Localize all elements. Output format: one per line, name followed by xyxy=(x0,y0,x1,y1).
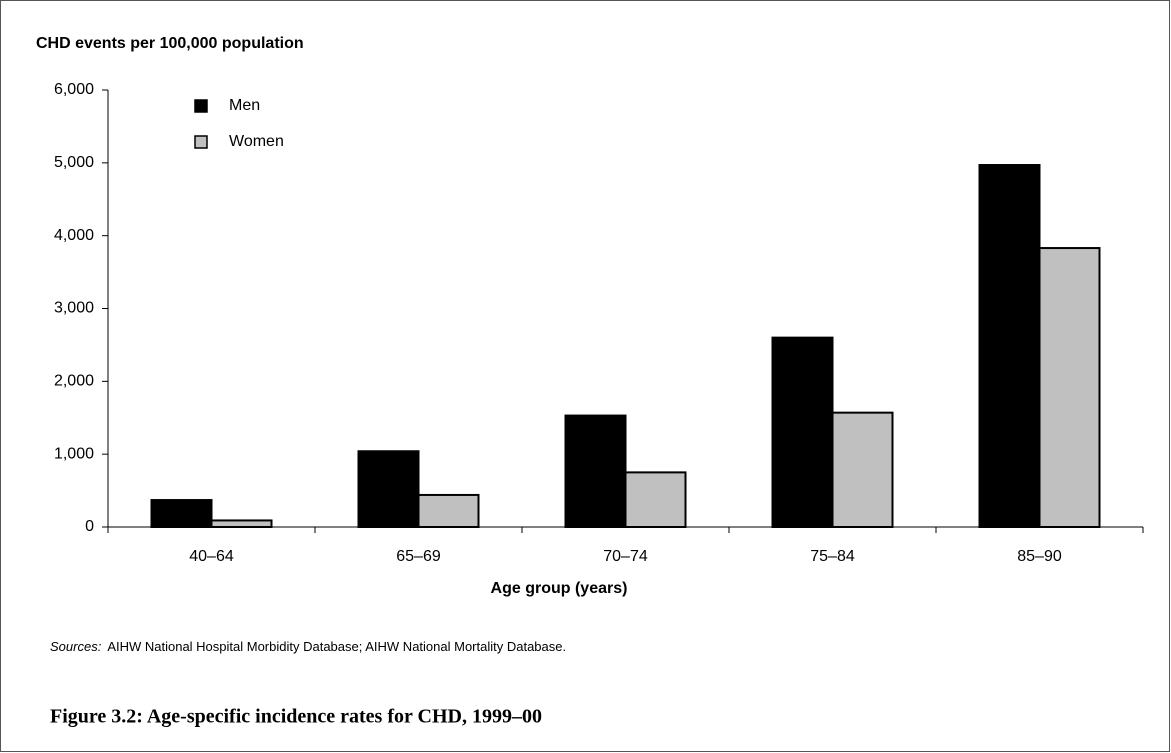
bar xyxy=(564,414,627,528)
figure-caption: Figure 3.2: Age-specific incidence rates… xyxy=(50,706,542,728)
bar xyxy=(1038,247,1101,528)
bar xyxy=(357,450,420,528)
legend-label: Women xyxy=(229,133,284,150)
x-tick-label: 85–90 xyxy=(1017,548,1062,565)
legend-swatch xyxy=(194,99,208,113)
y-axis-title: CHD events per 100,000 population xyxy=(36,35,304,52)
y-tick-label: 4,000 xyxy=(54,227,94,244)
x-tick-label: 75–84 xyxy=(810,548,855,565)
bar xyxy=(417,493,480,529)
bar xyxy=(771,336,834,528)
x-axis-title: Age group (years) xyxy=(491,580,628,597)
source-note: Sources: AIHW National Hospital Morbidity… xyxy=(50,639,566,654)
bar xyxy=(831,411,894,529)
bar xyxy=(978,164,1041,528)
x-tick-label: 70–74 xyxy=(603,548,648,565)
y-tick-label: 3,000 xyxy=(54,300,94,317)
x-tick-label: 65–69 xyxy=(396,548,441,565)
y-tick-label: 0 xyxy=(85,518,94,535)
x-tick-label: 40–64 xyxy=(189,548,234,565)
legend-swatch xyxy=(194,135,208,149)
bar xyxy=(150,499,213,528)
source-label: Sources: xyxy=(50,639,102,654)
bar xyxy=(210,519,273,529)
legend-label: Men xyxy=(229,97,260,114)
y-tick-label: 6,000 xyxy=(54,81,94,98)
source-text: AIHW National Hospital Morbidity Databas… xyxy=(107,639,566,654)
bar xyxy=(624,471,687,528)
y-tick-label: 2,000 xyxy=(54,373,94,390)
y-tick-label: 1,000 xyxy=(54,445,94,462)
y-tick-label: 5,000 xyxy=(54,154,94,171)
